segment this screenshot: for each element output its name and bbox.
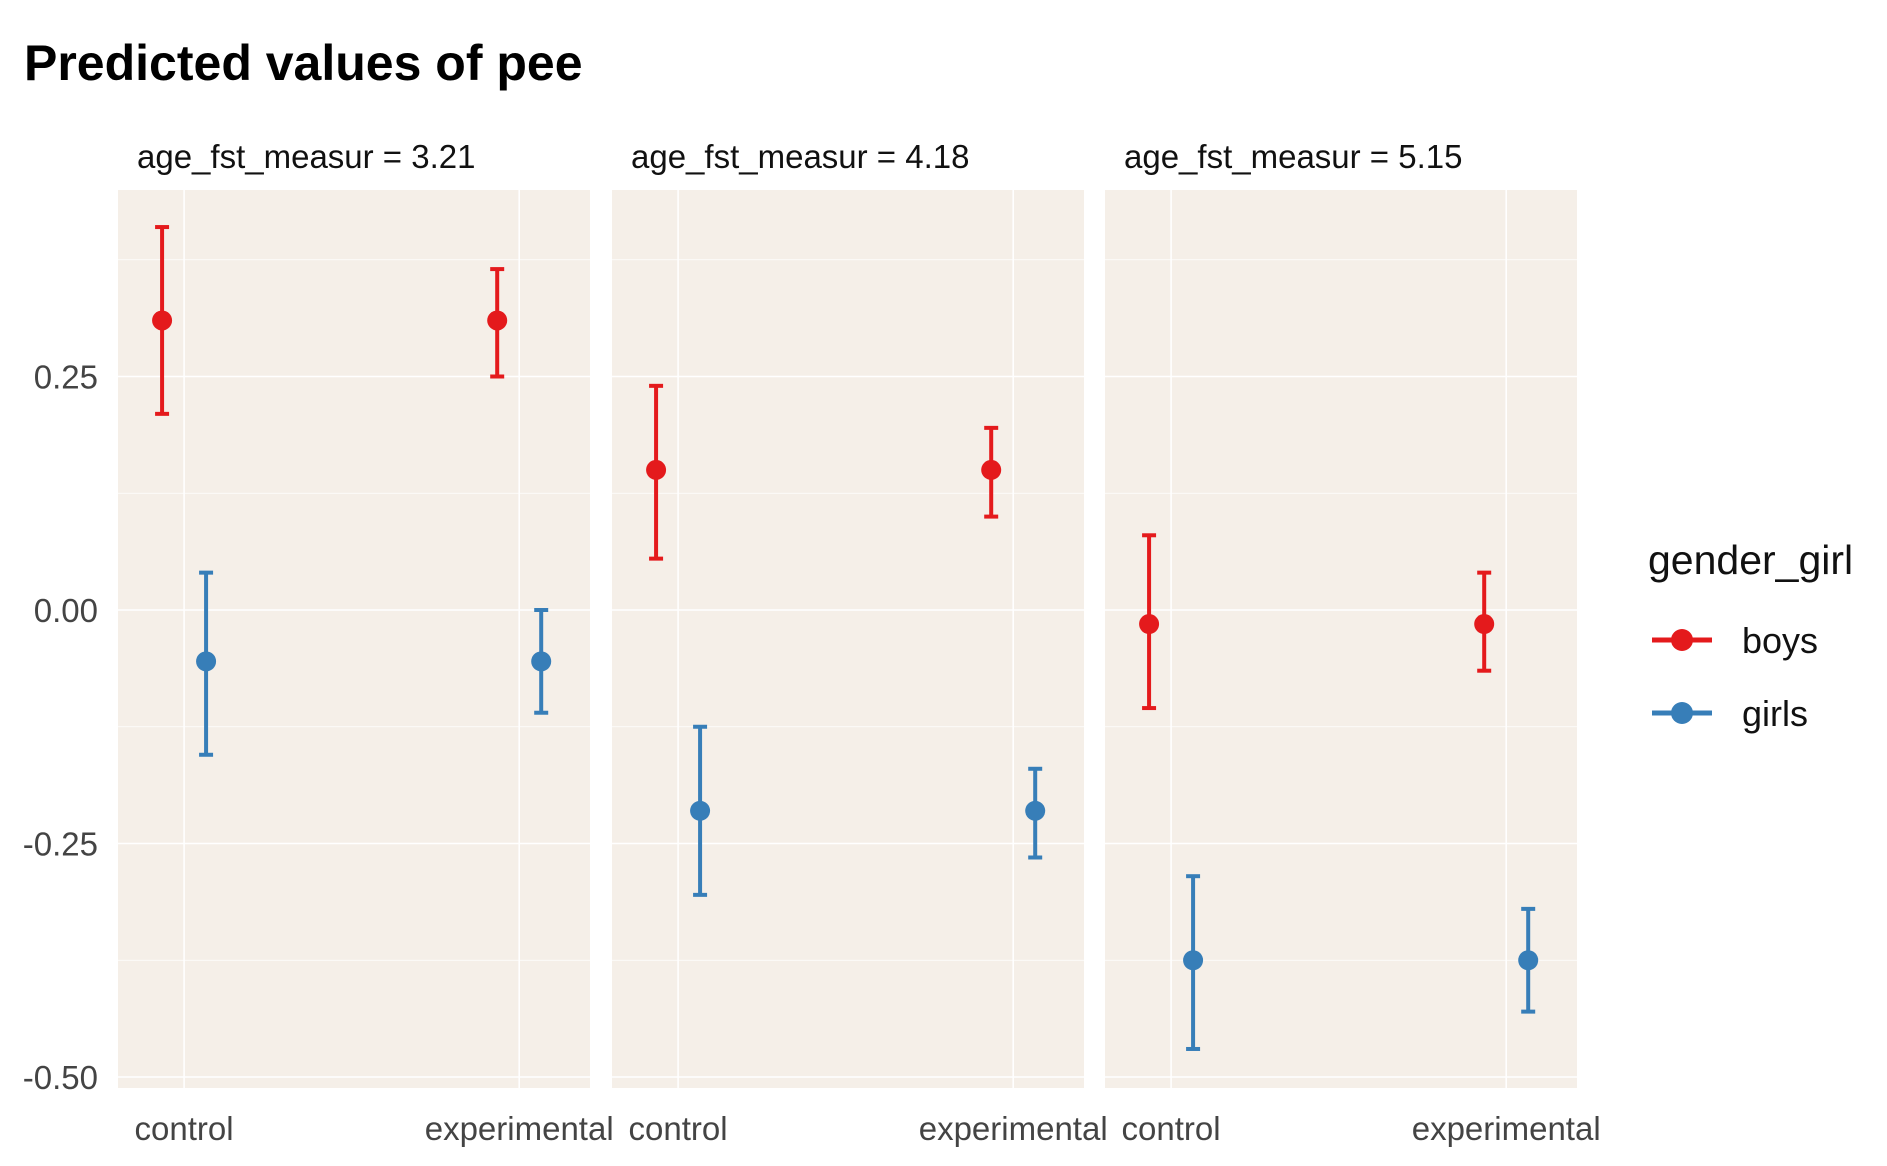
- chart-title: Predicted values of pee: [24, 35, 583, 91]
- point-boys: [487, 310, 508, 331]
- point-girls: [196, 651, 217, 672]
- point-boys: [646, 459, 667, 480]
- point-girls: [690, 800, 711, 821]
- y-tick-label: -0.50: [23, 1059, 98, 1096]
- x-tick-label: control: [629, 1110, 728, 1147]
- facet-panel-1: age_fst_measur = 3.21 control experimental: [118, 138, 614, 1147]
- point-boys: [1474, 614, 1495, 635]
- facet-strip-label: age_fst_measur = 3.21: [137, 138, 475, 175]
- facet-strip-label: age_fst_measur = 5.15: [1124, 138, 1462, 175]
- panel-background: [612, 190, 1084, 1088]
- y-tick-label: 0.00: [34, 592, 98, 629]
- point-girls: [531, 651, 552, 672]
- point-girls: [1183, 950, 1204, 971]
- x-tick-label: control: [135, 1110, 234, 1147]
- panel-background: [118, 190, 590, 1088]
- legend-item-girls: girls: [1652, 693, 1808, 734]
- point-boys: [152, 310, 173, 331]
- legend-item-boys: boys: [1652, 620, 1818, 661]
- facet-strip-label: age_fst_measur = 4.18: [631, 138, 969, 175]
- point-boys: [1139, 614, 1160, 635]
- point-girls: [1518, 950, 1539, 971]
- panel-background: [1105, 190, 1577, 1088]
- x-tick-label: control: [1122, 1110, 1221, 1147]
- y-tick-label: 0.25: [34, 359, 98, 396]
- point-girls: [1025, 800, 1046, 821]
- legend: gender_girl boys girls: [1648, 537, 1853, 734]
- point-boys: [981, 459, 1002, 480]
- legend-key-point: [1671, 629, 1693, 651]
- legend-title: gender_girl: [1648, 537, 1853, 583]
- legend-label: boys: [1742, 620, 1818, 661]
- x-tick-label: experimental: [919, 1110, 1108, 1147]
- y-tick-label: -0.25: [23, 826, 98, 863]
- facet-panel-2: age_fst_measur = 4.18 control experimental: [612, 138, 1108, 1147]
- x-tick-label: experimental: [425, 1110, 614, 1147]
- legend-label: girls: [1742, 693, 1808, 734]
- x-tick-label: experimental: [1412, 1110, 1601, 1147]
- facet-panel-3: age_fst_measur = 5.15 control experimental: [1105, 138, 1601, 1147]
- legend-key-point: [1671, 702, 1693, 724]
- facet-panels: age_fst_measur = 3.21 control experimental…: [118, 138, 1601, 1147]
- y-axis: 0.25 0.00 -0.25 -0.50: [23, 359, 98, 1097]
